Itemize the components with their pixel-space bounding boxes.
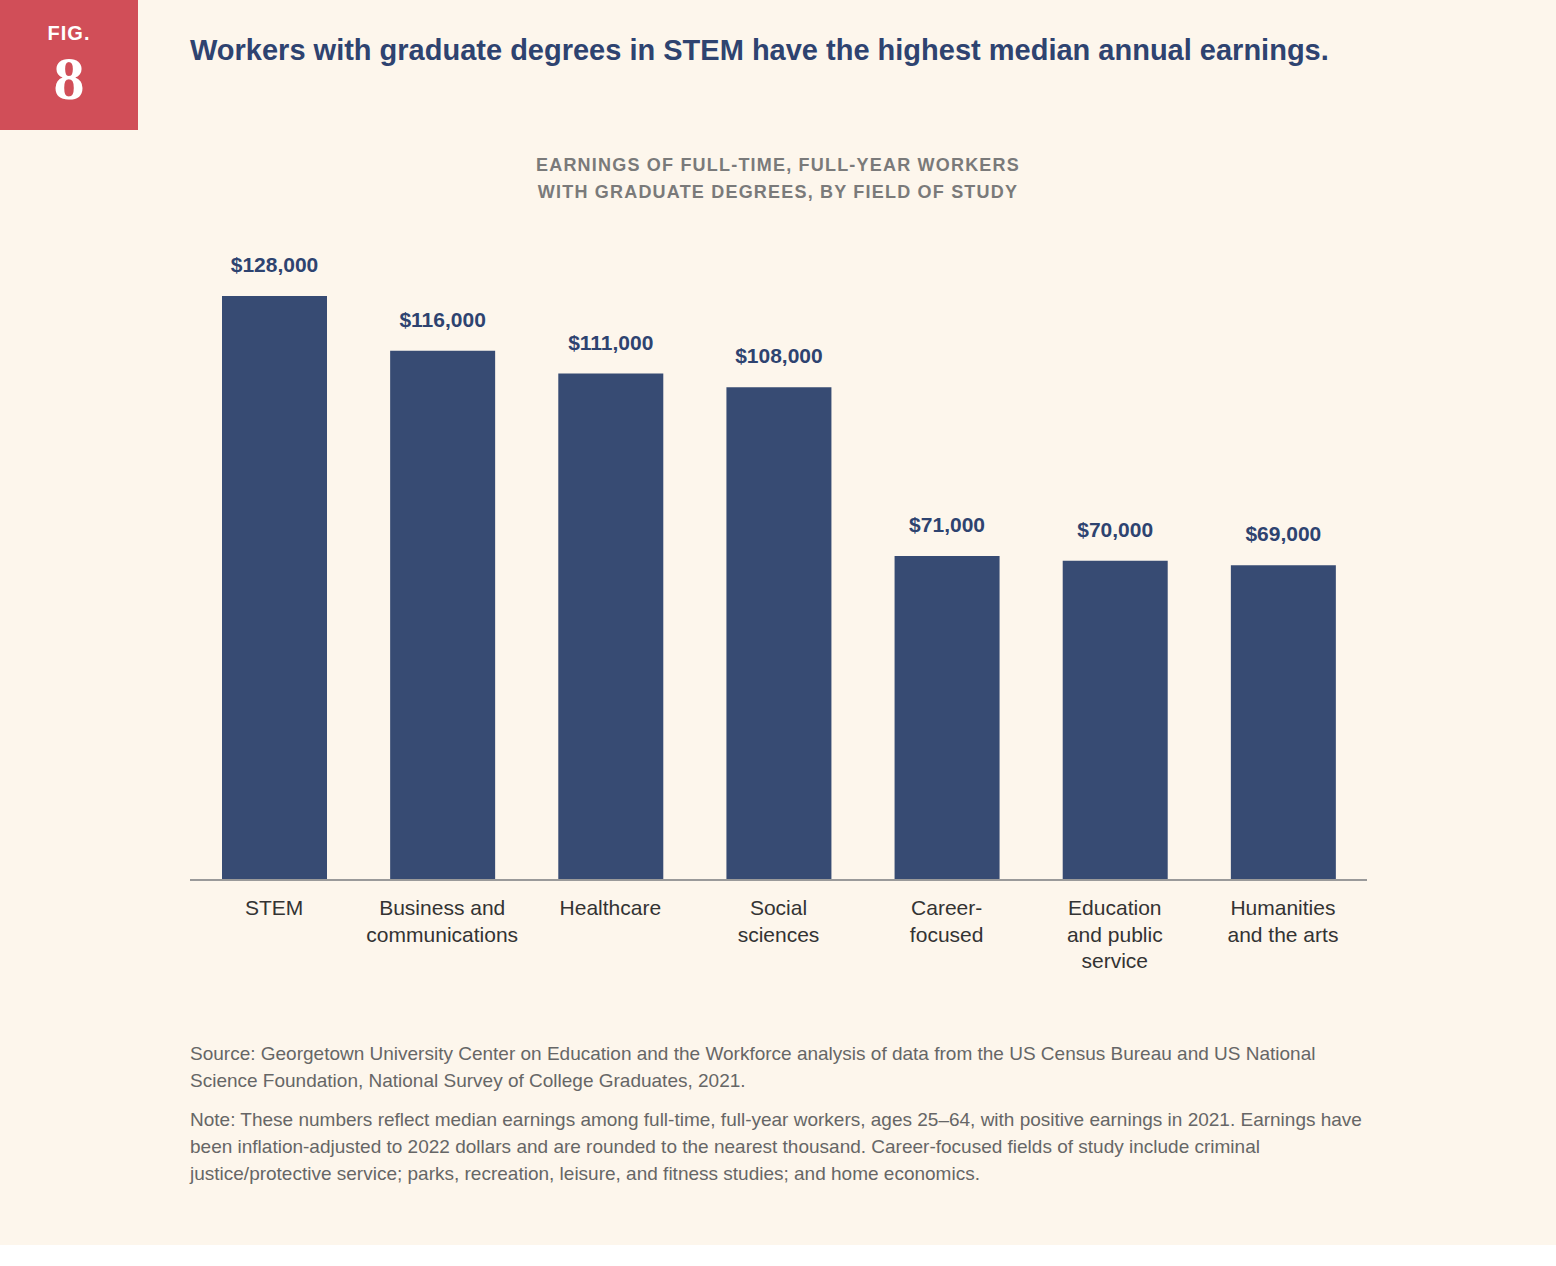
svg-text:Business and: Business and (379, 896, 505, 919)
svg-text:Career-: Career- (911, 896, 982, 919)
html-text:Note: These numbers reflect me: Note: These numbers reflect median earni… (190, 1109, 1362, 1184)
svg-text:Social: Social (750, 896, 807, 919)
svg-text:$70,000: $70,000 (1077, 518, 1153, 541)
svg-text:Humanities: Humanities (1230, 896, 1335, 919)
svg-text:sciences: sciences (738, 923, 820, 946)
svg-text:$108,000: $108,000 (735, 344, 823, 367)
html-text:Source: Georgetown University: Source: Georgetown University Center on … (190, 1043, 1316, 1091)
svg-text:$116,000: $116,000 (399, 308, 485, 331)
svg-text:$69,000: $69,000 (1245, 522, 1321, 545)
svg-text:Healthcare: Healthcare (560, 896, 662, 919)
html-text:FIG.: FIG. (47, 22, 91, 44)
svg-text:$128,000: $128,000 (231, 253, 319, 276)
html-text:Workers with graduate degrees: Workers with graduate degrees in STEM ha… (190, 34, 1329, 66)
svg-text:and the arts: and the arts (1227, 923, 1338, 946)
svg-text:$111,000: $111,000 (568, 331, 653, 354)
svg-text:STEM: STEM (245, 896, 303, 919)
svg-text:communications: communications (366, 923, 518, 946)
svg-text:and public: and public (1067, 923, 1163, 946)
svg-text:focused: focused (910, 923, 984, 946)
html-text:8: 8 (53, 44, 85, 112)
html-text:EARNINGS OF FULL-TIME, FULL-YE: EARNINGS OF FULL-TIME, FULL-YEAR WORKERS… (536, 155, 1020, 202)
svg-text:$71,000: $71,000 (909, 513, 985, 536)
svg-text:Education: Education (1068, 896, 1161, 919)
svg-text:service: service (1082, 949, 1149, 972)
